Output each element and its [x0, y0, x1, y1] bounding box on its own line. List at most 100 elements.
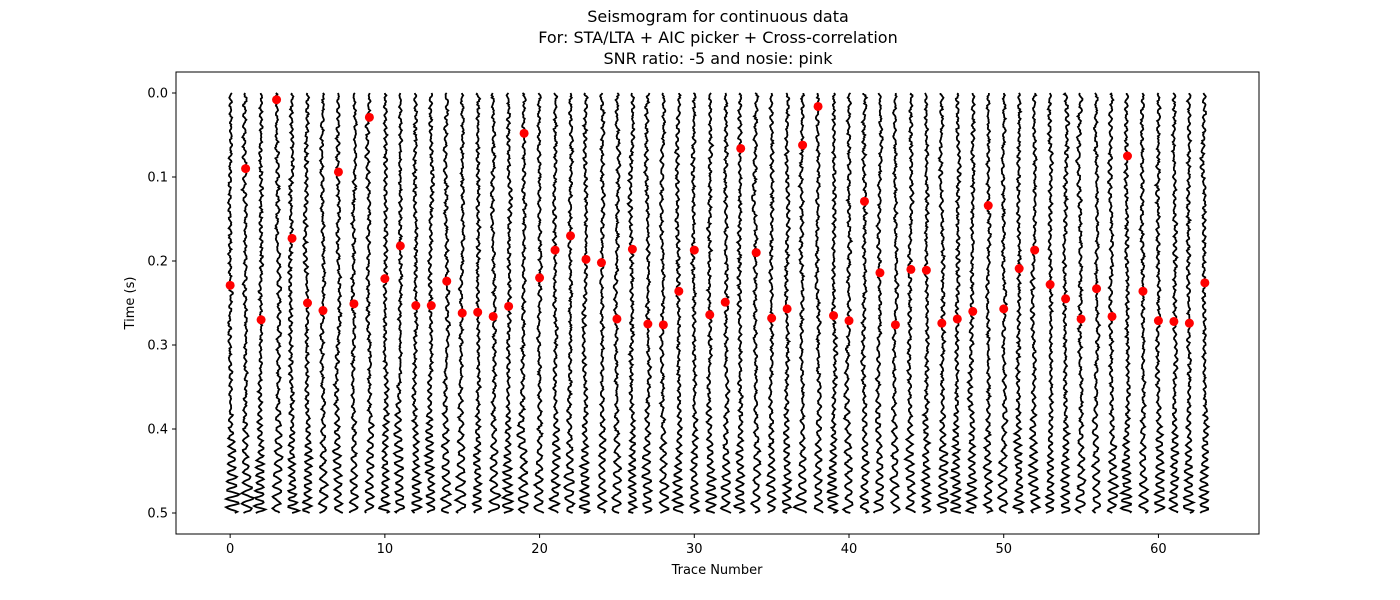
plot-frame: [175, 71, 1260, 535]
x-axis-label: Trace Number: [671, 563, 763, 578]
chart-title-line-2: For: STA/LTA + AIC picker + Cross-correl…: [538, 28, 897, 47]
pick-point: [333, 167, 343, 177]
waveform-trace: [532, 92, 545, 514]
waveform-trace: [1012, 92, 1026, 514]
waveform-trace: [749, 92, 762, 514]
pick-point: [426, 301, 436, 311]
pick-point: [906, 264, 916, 274]
waveform-trace: [903, 92, 917, 514]
waveform-trace: [841, 92, 854, 514]
pick-point: [844, 316, 854, 326]
pick-point: [566, 231, 576, 241]
waveform-trace: [920, 92, 933, 514]
waveform-trace: [732, 92, 746, 514]
waveform-trace: [317, 92, 330, 514]
pick-point: [813, 101, 823, 111]
waveform-trace: [964, 92, 979, 514]
pick-point: [658, 320, 668, 330]
pick-point: [1030, 245, 1040, 255]
y-axis-label: Time (s): [123, 277, 138, 331]
pick-point: [1092, 284, 1102, 294]
waveform-trace: [1074, 92, 1087, 514]
pick-point: [504, 301, 514, 311]
pick-point: [1061, 294, 1071, 304]
pick-point: [705, 310, 715, 320]
waveform-trace: [439, 92, 453, 514]
waveform-trace: [392, 92, 406, 514]
pick-point: [859, 196, 869, 206]
pick-point: [1107, 311, 1117, 321]
x-tick-label: 0: [226, 542, 234, 557]
pick-point: [983, 201, 993, 211]
waveform-trace: [270, 92, 284, 514]
x-tick-label: 10: [377, 542, 394, 557]
pick-point: [303, 298, 313, 308]
x-tick-label: 30: [686, 542, 703, 557]
pick-point: [318, 306, 328, 316]
y-tick-label: 0.4: [147, 423, 168, 438]
waveform-trace: [1198, 92, 1211, 514]
pick-point: [1169, 316, 1179, 326]
x-tick-label: 20: [531, 542, 548, 557]
waveform-trace: [1027, 92, 1042, 514]
waveform-trace: [781, 92, 793, 514]
waveform-trace: [547, 92, 562, 514]
waveform-trace: [453, 92, 467, 514]
waveform-trace: [658, 92, 670, 514]
pick-point: [875, 268, 885, 278]
pick-point: [782, 304, 792, 314]
waveform-trace: [610, 92, 623, 514]
waveform-trace: [286, 92, 302, 514]
waveform-trace: [596, 92, 608, 514]
pick-point: [1076, 314, 1086, 324]
pick-point: [550, 245, 560, 255]
x-tick-label: 60: [1150, 542, 1167, 557]
pick-point: [627, 244, 637, 254]
pick-point: [287, 233, 297, 243]
waveform-trace: [1182, 92, 1197, 514]
pick-point: [674, 286, 684, 296]
pick-point: [1045, 280, 1055, 290]
pick-point: [736, 143, 746, 153]
waveform-trace: [377, 92, 392, 514]
pick-point: [225, 280, 235, 290]
waveform-trace: [949, 92, 962, 514]
pick-point: [1122, 151, 1132, 161]
waveform-trace: [223, 92, 242, 514]
waveform-trace: [889, 92, 901, 514]
y-tick-label: 0.1: [147, 171, 168, 186]
waveform-trace: [792, 93, 808, 514]
waveform-trace: [859, 93, 871, 514]
pick-point: [937, 318, 947, 328]
pick-point: [767, 313, 777, 323]
chart-title: Seismogram for continuous data For: STA/…: [538, 7, 897, 68]
y-tick-label: 0.2: [147, 255, 168, 270]
pick-markers: [225, 95, 1210, 330]
pick-point: [349, 299, 359, 309]
waveform-trace: [982, 93, 994, 514]
x-axis: 0 10 20 30 40 50 60: [226, 534, 1167, 557]
waveform-trace: [364, 92, 376, 514]
waveform-trace: [1090, 92, 1102, 514]
waveform-trace: [331, 92, 344, 514]
pick-point: [643, 319, 653, 329]
pick-point: [829, 311, 839, 321]
pick-point: [457, 308, 467, 318]
pick-point: [751, 248, 761, 258]
pick-point: [1153, 316, 1163, 326]
pick-point: [395, 241, 405, 251]
chart-title-line-1: Seismogram for continuous data: [587, 7, 849, 26]
waveform-trace: [1118, 93, 1133, 514]
pick-point: [720, 297, 730, 307]
pick-point: [890, 320, 900, 330]
pick-point: [256, 315, 266, 325]
waveform-trace: [689, 92, 701, 514]
waveform-trace: [516, 92, 530, 514]
waveform-trace: [872, 92, 885, 514]
pick-point: [241, 164, 251, 174]
pick-point: [612, 314, 622, 324]
pick-point: [689, 245, 699, 255]
pick-point: [519, 128, 529, 138]
waveform-trace: [1153, 92, 1166, 514]
